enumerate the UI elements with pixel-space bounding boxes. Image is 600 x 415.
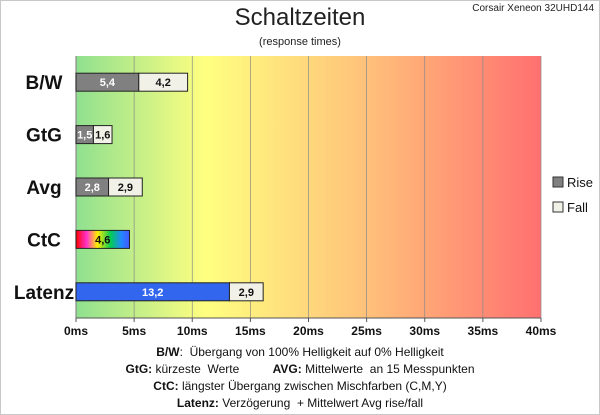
bar-fall <box>138 72 189 92</box>
bar-fall <box>228 282 264 302</box>
note-text: kürzeste Werte <box>152 362 273 376</box>
category-label: Latenz <box>14 283 74 304</box>
bar-fall-label: 1,6 <box>95 130 110 142</box>
category-label: Avg <box>26 178 61 199</box>
category-label: GtG <box>26 126 62 147</box>
bar-fall <box>92 125 113 145</box>
bar-fall <box>108 177 143 197</box>
x-tick-label: 5ms <box>122 324 146 338</box>
legend-swatch <box>552 201 564 213</box>
note-term: Latenz: <box>176 396 219 410</box>
bar-rise <box>75 229 130 249</box>
x-tick-label: 10ms <box>177 324 208 338</box>
note-term: AVG: <box>272 362 302 376</box>
bar-rise-label: 1,5 <box>77 130 92 142</box>
note-text: längster Übergang zwischen Mischfarben (… <box>178 379 447 393</box>
x-tick-label: 20ms <box>293 324 324 338</box>
category-label: CtC <box>27 230 61 251</box>
note-text: : Übergang von 100% Helligkeit auf 0% He… <box>179 345 444 359</box>
footnotes: B/W: Übergang von 100% Helligkeit auf 0%… <box>0 344 600 412</box>
note-text: Verzögerung + Mittelwert Avg rise/fall <box>218 396 424 410</box>
x-tick-label: 15ms <box>235 324 266 338</box>
bar-rise-label: 13,2 <box>142 287 163 299</box>
x-tick-label: 35ms <box>468 324 499 338</box>
bar-fall-label: 4,2 <box>156 77 171 89</box>
chart-title: Schaltzeiten <box>234 4 366 31</box>
note-gtg-avg: GtG: kürzeste Werte AVG: Mittelwerte an … <box>0 361 600 378</box>
bar-rise-label: 2,8 <box>85 182 100 194</box>
category-label: B/W <box>26 73 63 94</box>
note-term: B/W <box>156 345 180 359</box>
note-text: Mittelwerte an 15 Messpunkten <box>301 362 475 376</box>
x-tick-label: 0ms <box>64 324 88 338</box>
bar-fall-label: 2,9 <box>239 287 254 299</box>
note-term: CtC: <box>153 379 179 393</box>
legend-label: Fall <box>567 200 588 215</box>
monitor-model: Corsair Xeneon 32UHD144 <box>472 3 594 14</box>
x-tick-label: 30ms <box>409 324 440 338</box>
legend-label: Rise <box>567 175 593 190</box>
note-latenz: Latenz: Verzögerung + Mittelwert Avg ris… <box>0 395 600 412</box>
bar-rise-label: 4,6 <box>95 234 110 246</box>
x-tick-label: 40ms <box>526 324 557 338</box>
legend-swatch <box>552 176 564 188</box>
chart-subtitle: (response times) <box>259 36 341 48</box>
note-term: GtG: <box>125 362 153 376</box>
bar-rise-label: 5,4 <box>100 77 116 89</box>
note-bw: B/W: Übergang von 100% Helligkeit auf 0%… <box>0 344 600 361</box>
bar-fall-label: 2,9 <box>118 182 133 194</box>
note-ctc: CtC: längster Übergang zwischen Mischfar… <box>0 378 600 395</box>
x-tick-label: 25ms <box>351 324 382 338</box>
